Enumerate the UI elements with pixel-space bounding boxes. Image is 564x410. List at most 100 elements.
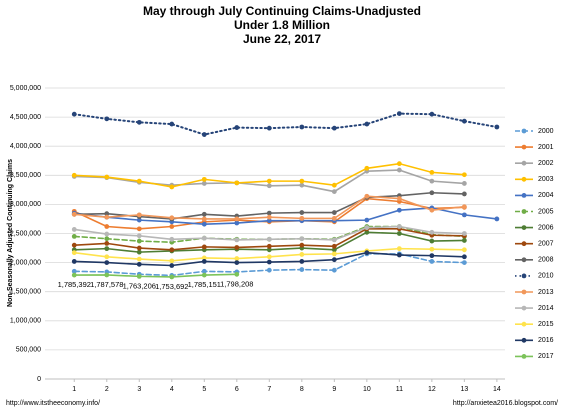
chart-title: May through July Continuing Claims-Unadj… bbox=[143, 4, 421, 18]
point bbox=[169, 263, 175, 268]
x-tick-label: 5 bbox=[202, 386, 206, 393]
legend-label: 2000 bbox=[538, 128, 554, 135]
point bbox=[429, 111, 435, 117]
point bbox=[461, 181, 467, 186]
legend-marker bbox=[521, 160, 527, 166]
y-axis-label: Non-Seasonally Adjusted Continuing Claim… bbox=[7, 159, 14, 307]
point bbox=[201, 244, 207, 250]
point bbox=[169, 274, 175, 280]
point bbox=[136, 249, 142, 255]
legend-marker bbox=[521, 289, 527, 295]
point bbox=[169, 236, 175, 242]
point bbox=[461, 247, 467, 253]
point bbox=[104, 116, 110, 122]
series-line bbox=[74, 273, 237, 278]
legend-marker bbox=[521, 193, 527, 198]
point bbox=[201, 221, 207, 227]
point bbox=[136, 226, 142, 232]
point bbox=[234, 245, 240, 250]
point bbox=[266, 178, 272, 184]
point bbox=[201, 176, 207, 182]
point bbox=[266, 236, 272, 242]
point bbox=[299, 242, 305, 248]
point bbox=[429, 169, 435, 175]
point bbox=[331, 247, 337, 253]
point bbox=[201, 181, 207, 186]
y-tick-label: 2,500,000 bbox=[10, 230, 41, 237]
point bbox=[136, 261, 142, 267]
y-tick-label: 1,000,000 bbox=[10, 318, 41, 325]
point bbox=[201, 255, 207, 261]
legend-label: 2002 bbox=[538, 160, 554, 167]
point bbox=[461, 172, 467, 178]
legend-marker bbox=[521, 354, 527, 359]
legend-marker bbox=[521, 209, 527, 214]
point bbox=[136, 273, 142, 279]
footer-left: http://www.itstheeconomy.info/ bbox=[6, 400, 100, 407]
point bbox=[234, 256, 240, 261]
point bbox=[169, 258, 175, 264]
point bbox=[104, 254, 110, 260]
point bbox=[331, 215, 337, 221]
point bbox=[429, 259, 435, 264]
legend-label: 2004 bbox=[538, 192, 554, 199]
point bbox=[234, 125, 240, 130]
point bbox=[331, 237, 337, 243]
point bbox=[104, 236, 110, 242]
series-line bbox=[73, 112, 498, 136]
legend-label: 2006 bbox=[538, 224, 554, 231]
point bbox=[429, 178, 435, 184]
x-tick-label: 14 bbox=[493, 386, 501, 393]
x-tick-label: 9 bbox=[332, 386, 336, 393]
x-tick-label: 7 bbox=[267, 386, 271, 393]
legend-marker bbox=[521, 305, 527, 311]
point bbox=[201, 235, 207, 241]
y-tick-label: 0 bbox=[37, 376, 41, 383]
point bbox=[71, 242, 77, 248]
legend-marker bbox=[521, 176, 527, 182]
point bbox=[429, 190, 435, 196]
footer-right: http://anxietea2016.blogspot.com/ bbox=[453, 400, 558, 407]
point bbox=[201, 211, 207, 217]
legend-marker bbox=[521, 241, 527, 247]
point bbox=[331, 210, 337, 215]
chart-date: June 22, 2017 bbox=[243, 32, 321, 46]
point bbox=[136, 217, 142, 223]
point bbox=[234, 260, 240, 265]
point bbox=[364, 225, 370, 231]
point bbox=[331, 257, 337, 263]
point bbox=[71, 172, 77, 178]
point bbox=[396, 167, 402, 173]
point bbox=[299, 182, 305, 188]
point bbox=[396, 231, 402, 236]
point bbox=[266, 259, 272, 265]
point bbox=[331, 125, 337, 131]
point bbox=[396, 111, 402, 117]
point bbox=[71, 234, 77, 239]
legend-label: 2014 bbox=[538, 305, 554, 312]
legend-label: 2003 bbox=[538, 176, 554, 183]
point bbox=[461, 231, 467, 236]
legend-marker bbox=[521, 144, 527, 150]
point bbox=[266, 247, 272, 253]
point bbox=[331, 251, 337, 257]
point bbox=[331, 243, 337, 249]
point bbox=[104, 224, 110, 229]
chart-subtitle: Under 1.8 Million bbox=[234, 18, 330, 32]
point bbox=[266, 243, 272, 249]
point bbox=[429, 253, 435, 259]
point bbox=[104, 272, 110, 278]
point bbox=[461, 204, 467, 210]
data-label: 1,798,208 bbox=[220, 279, 253, 288]
point bbox=[364, 165, 370, 171]
point bbox=[234, 271, 240, 277]
point bbox=[494, 124, 500, 130]
x-tick-label: 10 bbox=[363, 386, 371, 393]
point bbox=[104, 246, 110, 252]
point bbox=[136, 212, 142, 218]
point bbox=[201, 132, 207, 137]
point bbox=[71, 268, 77, 274]
point bbox=[299, 252, 305, 257]
point bbox=[266, 267, 272, 273]
point bbox=[169, 224, 175, 229]
